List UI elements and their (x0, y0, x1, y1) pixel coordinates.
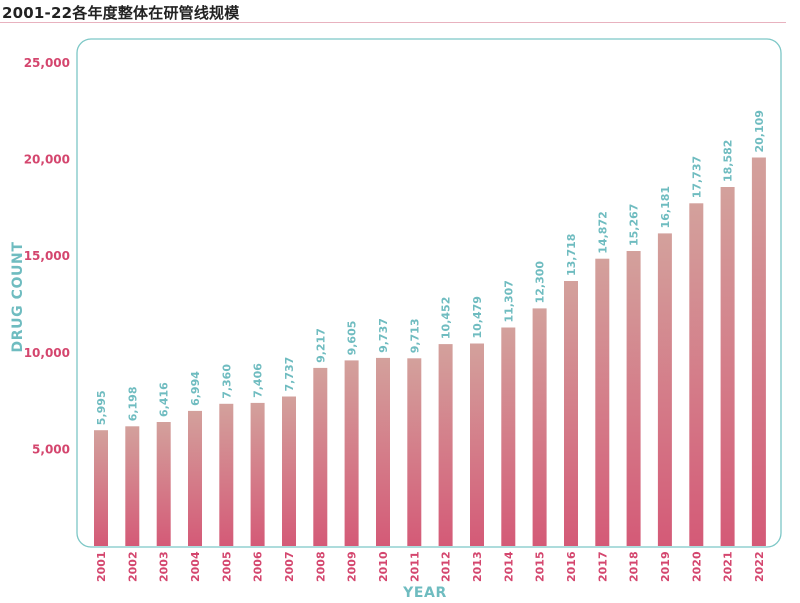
y-axis-ticks: 5,000 10,000 15,000 20,000 25,000 (24, 56, 70, 456)
data-label-2018: 15,267 (628, 204, 641, 246)
x-tick-2013: 2013 (471, 551, 484, 582)
x-tick-2003: 2003 (158, 551, 171, 582)
data-label-2009: 9,605 (346, 321, 359, 356)
bar-2014 (501, 327, 516, 546)
x-tick-2012: 2012 (440, 551, 453, 582)
x-tick-2015: 2015 (534, 551, 547, 582)
data-label-2015: 12,300 (534, 261, 547, 304)
data-label-2014: 11,307 (502, 280, 515, 322)
bar-2016 (564, 281, 578, 546)
bar-2020 (689, 203, 704, 547)
data-label-2001: 5,995 (95, 390, 108, 425)
x-tick-2008: 2008 (314, 551, 327, 582)
bar-2017 (595, 258, 610, 546)
x-axis-ticks: 2001 2002 2003 2004 2005 2006 2007 2008 2009 2010… (95, 551, 766, 582)
data-label-2012: 10,452 (440, 297, 453, 339)
bar-2007 (282, 396, 296, 546)
x-tick-2009: 2009 (346, 551, 359, 582)
bar-2002 (125, 426, 140, 546)
data-label-2006: 7,406 (252, 363, 265, 398)
data-label-2013: 10,479 (471, 296, 484, 338)
plot-frame (76, 38, 782, 548)
x-tick-2011: 2011 (408, 551, 421, 582)
bar-2003 (156, 422, 171, 546)
x-tick-2004: 2004 (189, 551, 202, 582)
bar-2010 (376, 357, 390, 546)
x-tick-2020: 2020 (690, 551, 703, 582)
data-label-2010: 9,737 (377, 318, 390, 353)
data-label-2011: 9,713 (408, 319, 421, 354)
data-label-2019: 16,181 (659, 186, 672, 228)
page-title: 2001-22各年度整体在研管线规模 (2, 4, 240, 22)
data-label-2020: 17,737 (690, 156, 703, 198)
bar-2018 (626, 251, 641, 546)
x-tick-2016: 2016 (565, 551, 578, 582)
data-label-2022: 20,109 (753, 110, 766, 152)
y-tick-15000: 15,000 (24, 249, 70, 263)
bar-2022 (751, 157, 766, 546)
bar-2005 (219, 403, 234, 546)
x-tick-2006: 2006 (252, 551, 265, 582)
bar-2012 (438, 344, 453, 546)
x-tick-2022: 2022 (753, 551, 766, 582)
data-label-2008: 9,217 (314, 328, 327, 363)
x-tick-2005: 2005 (220, 551, 233, 582)
bar-2004 (188, 410, 202, 546)
x-tick-2001: 2001 (95, 551, 108, 582)
bar-2006 (250, 402, 265, 546)
data-label-2017: 14,872 (596, 211, 609, 253)
data-labels-layer: 5,995 6,198 6,416 6,994 7,360 7,406 7,737 9,217… (95, 110, 766, 425)
y-tick-20000: 20,000 (24, 153, 70, 167)
x-tick-2017: 2017 (596, 551, 609, 582)
y-axis-label: DRUG COUNT (10, 242, 26, 353)
y-tick-25000: 25,000 (24, 56, 70, 70)
bar-2001 (94, 430, 108, 546)
x-axis-label: YEAR (402, 585, 447, 601)
data-label-2004: 6,994 (189, 371, 202, 406)
bar-2015 (532, 308, 547, 546)
data-label-2021: 18,582 (722, 140, 735, 182)
data-label-2016: 13,718 (565, 234, 578, 276)
title-divider (0, 22, 786, 23)
bar-2008 (313, 367, 328, 546)
data-label-2007: 7,737 (283, 357, 296, 392)
bars-layer (94, 157, 766, 547)
bar-2021 (720, 187, 735, 546)
data-label-2005: 7,360 (220, 364, 233, 399)
bar-2011 (407, 358, 422, 546)
x-tick-2010: 2010 (377, 551, 390, 582)
x-tick-2019: 2019 (659, 551, 672, 582)
x-tick-2021: 2021 (722, 551, 735, 582)
bar-2009 (344, 360, 359, 546)
bar-2019 (657, 233, 672, 546)
y-tick-10000: 10,000 (24, 346, 70, 360)
data-label-2003: 6,416 (158, 382, 171, 417)
x-tick-2002: 2002 (126, 551, 139, 582)
y-tick-5000: 5,000 (32, 442, 70, 456)
bar-2013 (470, 343, 484, 546)
x-tick-2007: 2007 (283, 551, 296, 582)
x-tick-2018: 2018 (628, 551, 641, 582)
x-tick-2014: 2014 (502, 551, 515, 582)
data-label-2002: 6,198 (126, 387, 139, 422)
